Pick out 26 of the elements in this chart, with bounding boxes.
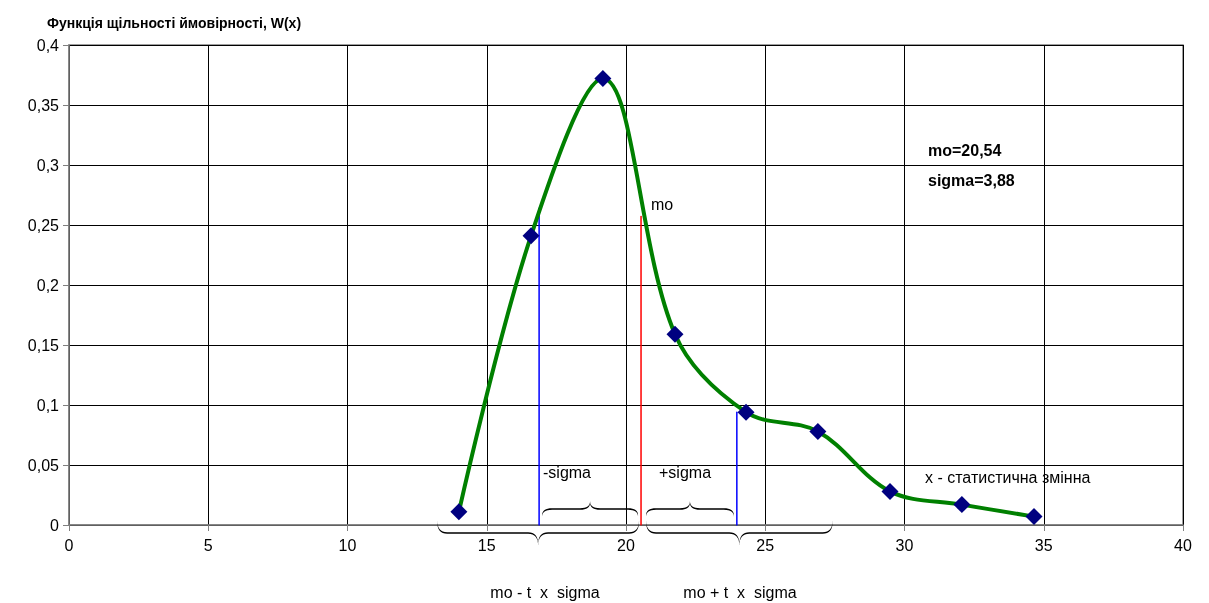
y-tick-label: 0,2 [36, 276, 60, 294]
y-tick-label: 0,1 [36, 396, 60, 414]
x-tick-label: 25 [756, 536, 775, 554]
y-tick-label: 0 [50, 516, 60, 534]
y-tick-label: 0,3 [36, 156, 60, 174]
chart-title: Функція щільності ймовірності, W(x) [47, 15, 302, 31]
annotation: mo [651, 196, 674, 214]
x-tick-label: 40 [1174, 536, 1192, 554]
x-tick-label: 30 [895, 536, 914, 554]
y-tick-label: 0,35 [27, 96, 60, 114]
x-tick-label: 10 [338, 536, 357, 554]
y-tick-label: 0,25 [27, 216, 60, 234]
y-tick-label: 0,15 [27, 336, 60, 354]
x-tick-label: 20 [617, 536, 635, 554]
annotation: +sigma [659, 463, 712, 481]
text: mo - t x sigma [490, 583, 600, 601]
x-tick-label: 5 [203, 536, 213, 554]
x-tick-label: 0 [64, 536, 74, 554]
y-tick-label: 0,4 [36, 36, 60, 54]
text: mo + t x sigma [683, 583, 797, 601]
annotation: mo=20,54 [928, 141, 1002, 159]
x-tick-label: 35 [1034, 536, 1053, 554]
annotation: sigma=3,88 [928, 171, 1015, 189]
annotation: -sigma [543, 463, 592, 481]
y-tick-label: 0,05 [27, 456, 60, 474]
x-tick-label: 15 [477, 536, 496, 554]
